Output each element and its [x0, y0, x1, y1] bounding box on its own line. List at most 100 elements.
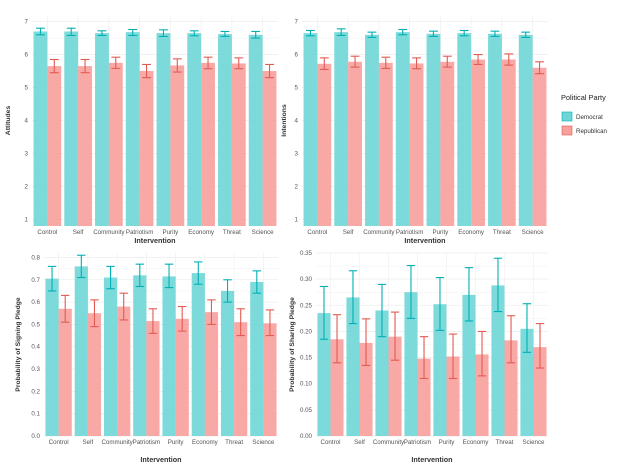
x-tick-label-purity: Purity: [432, 229, 449, 236]
y-tick-label: 4: [25, 118, 29, 125]
bar-republican-patriotism: [139, 71, 154, 226]
x-tick-label-control: Control: [307, 229, 327, 236]
bar-republican-economy: [471, 59, 485, 226]
bar-democrat-community: [365, 34, 379, 226]
x-tick-label-science: Science: [252, 439, 275, 446]
bar-democrat-science: [248, 34, 263, 226]
errorbar-democrat-control: [36, 27, 45, 36]
bar-democrat-economy: [187, 33, 202, 226]
bar-republican-science: [262, 71, 277, 226]
y-tick-label: 0.3: [31, 366, 40, 373]
bar-democrat-self: [64, 31, 79, 226]
errorbar-republican-purity: [448, 333, 458, 380]
y-tick-label: 0.10: [300, 381, 313, 388]
errorbar-democrat-self: [66, 27, 76, 36]
panel-intentions: 1 2 3 4 5 6 7 Control Self Community Patriotism Pur…: [281, 15, 548, 245]
bar-republican-self: [348, 61, 362, 226]
errorbar-democrat-purity: [429, 30, 438, 37]
x-tick-label-science: Science: [522, 439, 545, 446]
errorbar-republican-threat: [234, 57, 244, 70]
bar-democrat-community: [103, 277, 118, 436]
y-tick-label: 0.30: [300, 276, 313, 283]
bar-democrat-science: [250, 282, 264, 436]
errorbar-republican-self: [80, 58, 90, 74]
errorbar-democrat-science: [252, 270, 262, 294]
errorbar-republican-purity: [172, 58, 182, 73]
y-tick-label: 0.0: [31, 433, 40, 440]
bar-democrat-threat: [220, 290, 235, 436]
x-tick-label-purity: Purity: [168, 439, 185, 446]
bar-republican-threat: [504, 340, 518, 436]
y-tick-label: 0.7: [31, 277, 40, 284]
bar-democrat-control: [45, 278, 59, 436]
errorbar-democrat-threat: [223, 279, 232, 303]
errorbar-republican-economy: [473, 54, 483, 66]
errorbar-republican-patriotism: [142, 63, 151, 79]
errorbar-republican-control: [60, 294, 70, 323]
errorbar-republican-economy: [203, 56, 213, 70]
panel-signing-pledge: 0.0 0.1 0.2 0.3 0.4 0.5 0.6 0.7 0.8 Control Self Co…: [15, 253, 278, 464]
y-tick-label: 2: [25, 183, 29, 190]
bar-democrat-self: [334, 32, 349, 226]
x-tick-label-community: Community: [363, 229, 395, 236]
panel-sharing-pledge: 0.00 0.05 0.10 0.15 0.20 0.25 0.30 0.35 Control S…: [289, 250, 548, 464]
x-tick-label-purity: Purity: [439, 439, 456, 446]
y-tick-label: 6: [25, 52, 29, 59]
bar-republican-community: [378, 62, 393, 226]
x-tick-label-threat: Threat: [496, 439, 514, 446]
y-tick-label: 0.15: [300, 355, 313, 362]
errorbar-republican-purity: [177, 306, 187, 332]
errorbar-democrat-patriotism: [406, 264, 416, 319]
errorbar-republican-science: [265, 309, 275, 337]
y-tick-label: 0.8: [31, 254, 40, 261]
errorbar-republican-science: [535, 323, 545, 369]
y-tick-label: 0.4: [31, 344, 40, 351]
x-tick-label-control: Control: [37, 229, 57, 236]
errorbar-democrat-patriotism: [398, 28, 408, 36]
bar-democrat-self: [74, 266, 88, 436]
bar-democrat-economy: [462, 294, 476, 436]
y-tick-label: 4: [295, 118, 299, 125]
errorbar-democrat-purity: [164, 263, 174, 289]
errorbar-democrat-threat: [493, 257, 503, 313]
x-tick-label-control: Control: [321, 439, 341, 446]
y-tick-label: 7: [295, 19, 299, 26]
errorbar-democrat-community: [367, 31, 377, 38]
y-tick-label: 0.6: [31, 299, 40, 306]
x-tick-label-community: Community: [93, 229, 125, 236]
errorbar-democrat-patriotism: [128, 28, 138, 36]
x-tick-label-self: Self: [354, 439, 365, 446]
legend-label-democrat: Democrat: [576, 114, 603, 121]
legend-swatch-republican: [561, 125, 573, 136]
y-tick-label: 3: [25, 150, 29, 157]
x-axis-title: Intervention: [140, 455, 181, 464]
bar-democrat-purity: [433, 304, 447, 436]
bar-republican-control: [58, 308, 72, 436]
bar-democrat-community: [375, 310, 389, 436]
errorbar-democrat-self: [336, 28, 346, 36]
bar-democrat-control: [303, 33, 318, 226]
bar-republican-community: [117, 306, 131, 436]
bar-republican-self: [87, 313, 102, 436]
x-tick-label-economy: Economy: [463, 439, 490, 446]
x-tick-label-self: Self: [73, 229, 84, 236]
bar-democrat-economy: [457, 33, 472, 226]
y-tick-label: 0.00: [300, 433, 313, 440]
errorbar-republican-patriotism: [412, 57, 421, 70]
bar-republican-control: [317, 63, 332, 227]
legend-label-republican: Republican: [576, 128, 608, 135]
y-tick-label: 1: [295, 216, 299, 223]
x-tick-label-economy: Economy: [192, 439, 219, 446]
y-tick-label: 0.25: [300, 302, 313, 309]
x-tick-label-purity: Purity: [162, 229, 179, 236]
x-tick-label-self: Self: [83, 439, 94, 446]
y-tick-label: 0.20: [300, 328, 313, 335]
errorbar-democrat-economy: [464, 267, 474, 322]
y-tick-label: 5: [295, 85, 299, 92]
errorbar-republican-science: [535, 61, 544, 75]
y-tick-label: 0.2: [31, 388, 40, 395]
y-axis-title: Intentions: [281, 104, 288, 137]
errorbar-republican-community: [119, 292, 128, 321]
bar-democrat-control: [33, 31, 48, 226]
